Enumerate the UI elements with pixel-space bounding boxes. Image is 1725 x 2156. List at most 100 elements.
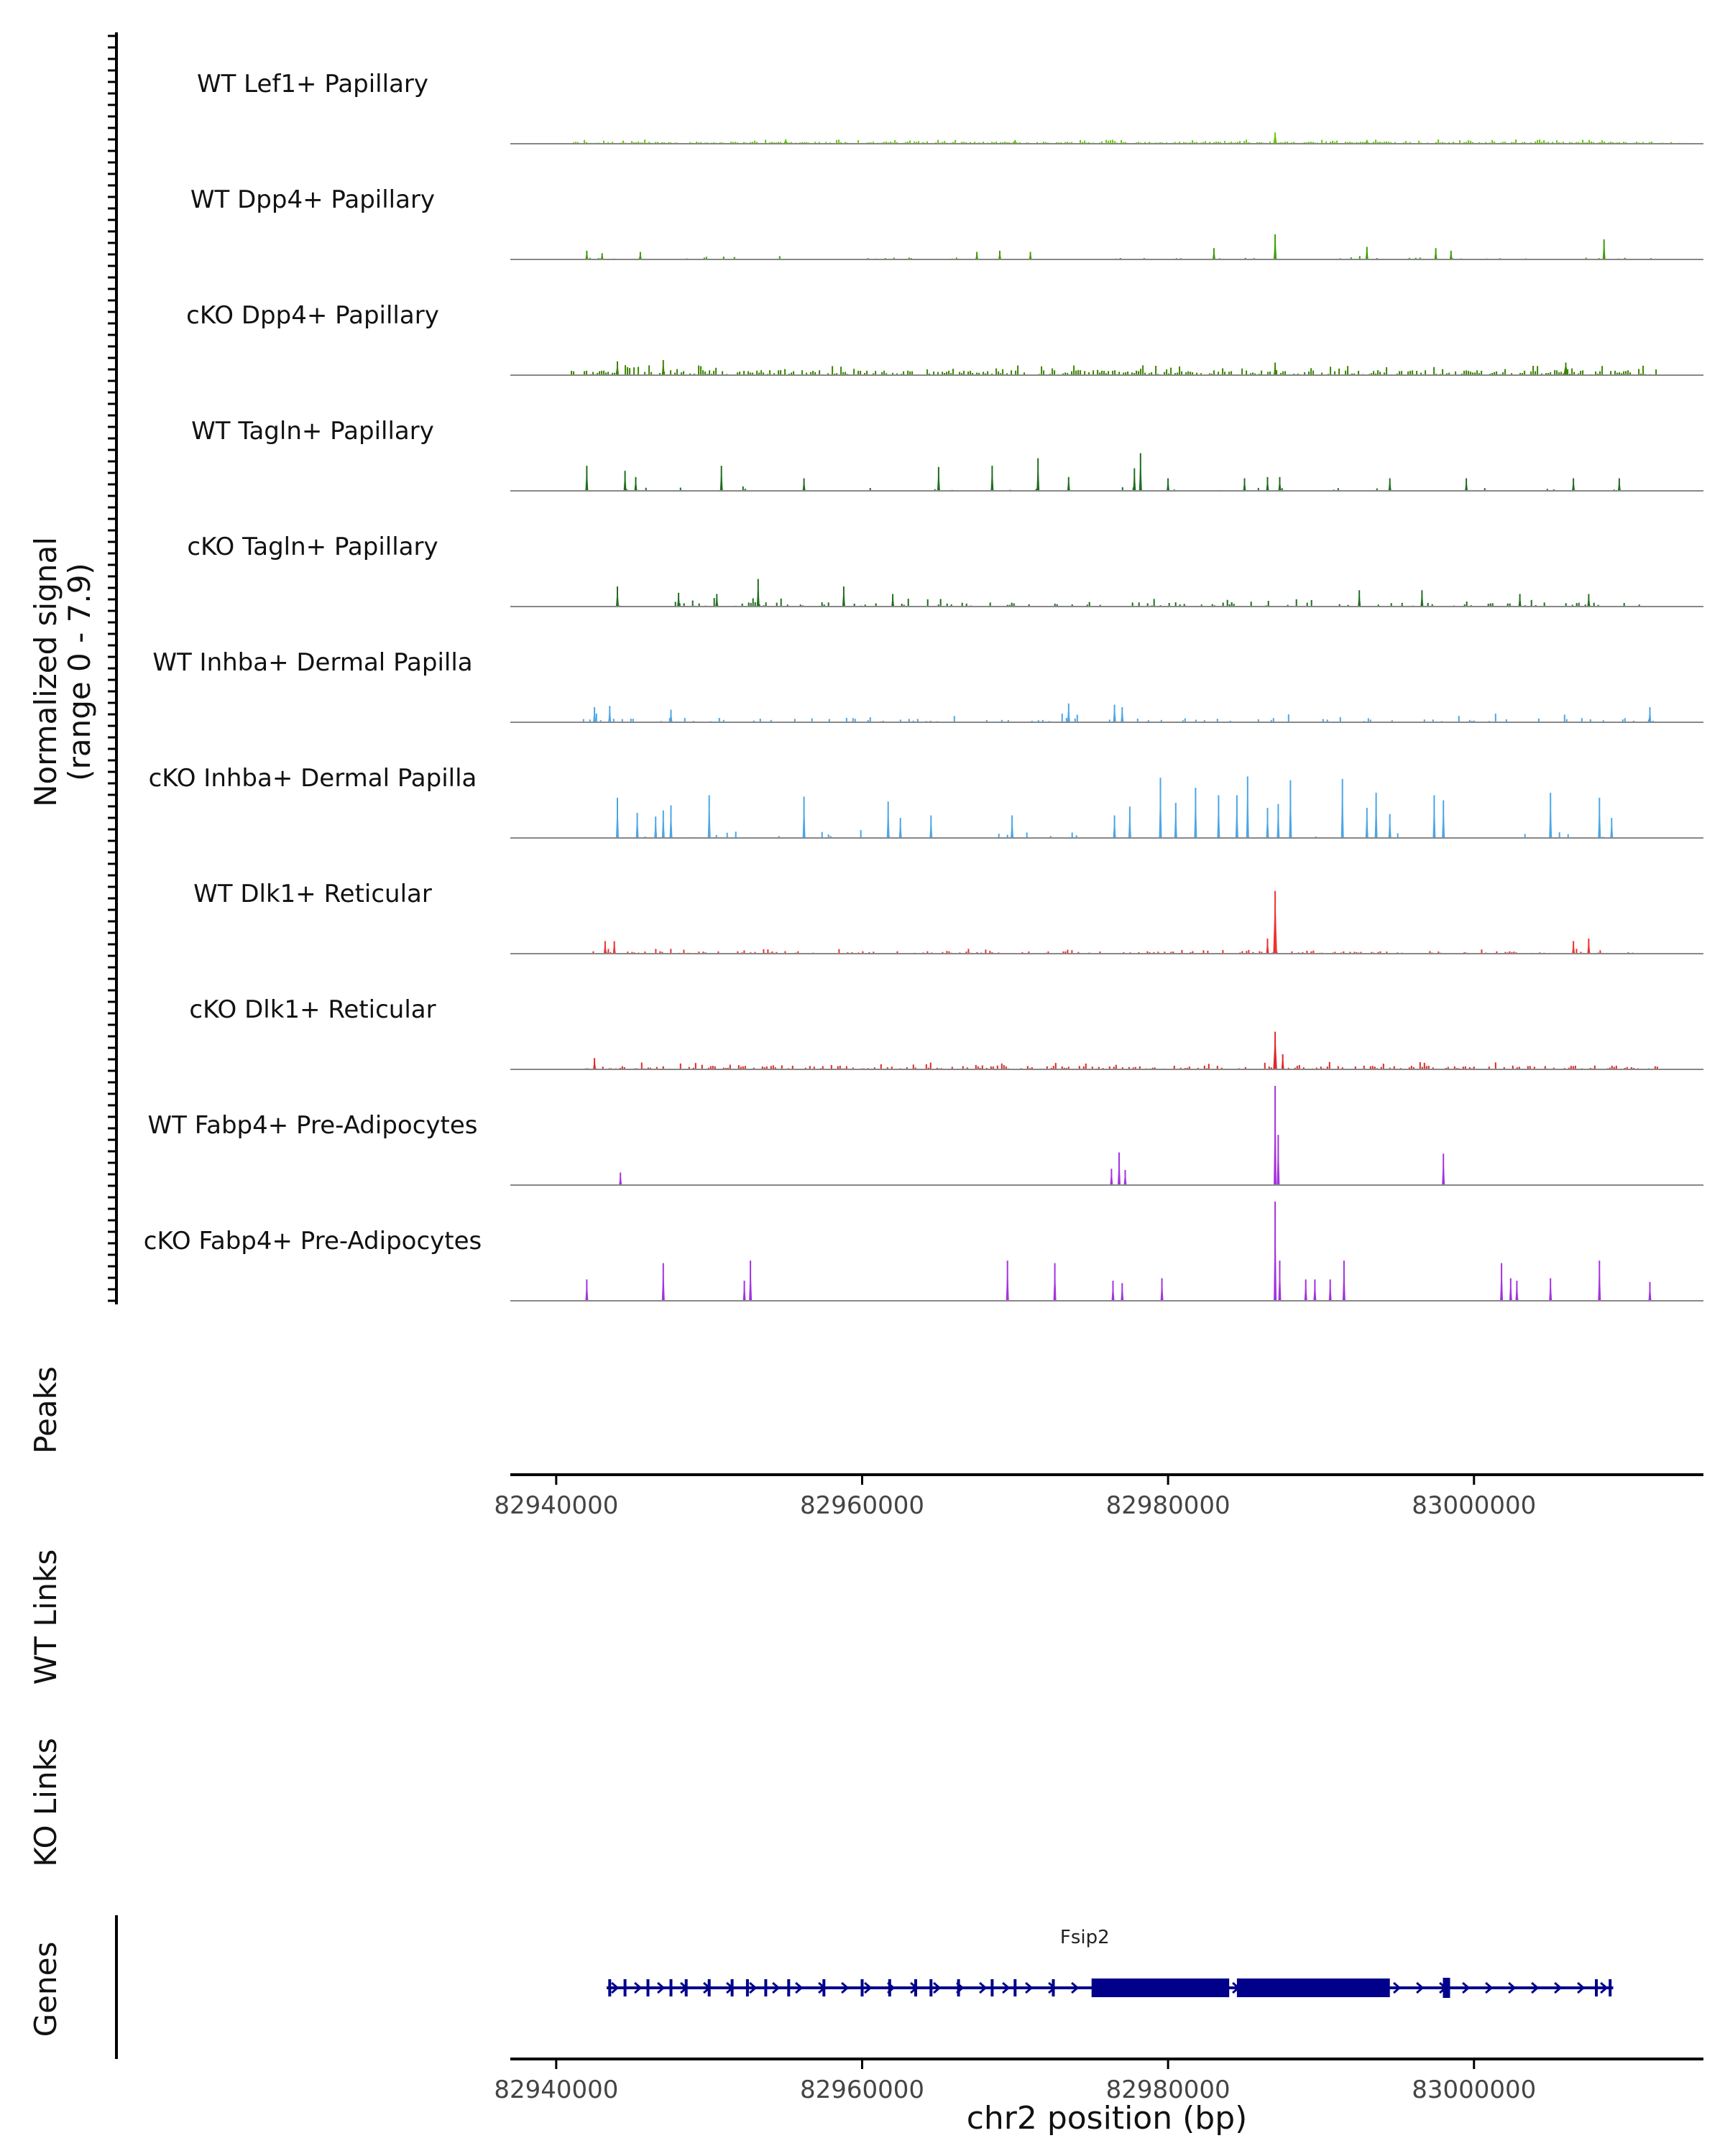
signal-bar (1537, 366, 1539, 375)
signal-bar (740, 1067, 742, 1069)
signal-bar (689, 142, 691, 144)
signal-bar (760, 370, 763, 375)
signal-bar (1112, 139, 1114, 144)
signal-bar (1405, 141, 1407, 144)
signal-bar (769, 370, 771, 375)
signal-bar (1349, 142, 1351, 144)
signal-bar (1377, 142, 1379, 144)
signal-bar (992, 1067, 994, 1069)
signal-bar (868, 952, 870, 954)
signal-bar (650, 372, 653, 375)
signal-bar (1585, 257, 1587, 259)
signal-bar (1088, 372, 1090, 375)
signal-bar (1291, 951, 1293, 954)
signal-bar (1000, 719, 1003, 722)
signal-bar (709, 370, 711, 375)
signal-bar (761, 1066, 763, 1069)
signal-bar (1345, 370, 1347, 375)
signal-bar (1522, 373, 1524, 375)
signal-bar (1052, 1066, 1054, 1069)
signal-bar (908, 257, 910, 259)
signal-bar (1084, 140, 1086, 144)
signal-bar (1433, 367, 1435, 375)
signal-bar (1179, 142, 1181, 144)
signal-bar (1571, 604, 1573, 607)
signal-bar (1125, 142, 1127, 144)
signal-bar (1127, 371, 1129, 375)
signal-bar (750, 142, 752, 144)
signal-bar (786, 604, 788, 607)
gene-exon (707, 1979, 711, 1996)
signal-bar (1181, 949, 1183, 954)
signal-bar (1002, 369, 1004, 375)
signal-bar (1453, 142, 1455, 144)
signal-bar (1157, 952, 1159, 954)
strand-arrow (1508, 1981, 1517, 1994)
signal-bar (1160, 719, 1162, 722)
signal-bar (1459, 140, 1461, 144)
signal-bar (1146, 603, 1149, 607)
signal-bar (965, 603, 967, 607)
signal-bar (793, 371, 795, 375)
coverage-track: cKO Dpp4+ Papillary (186, 301, 1703, 376)
signal-bar (942, 372, 944, 375)
signal-bar (712, 1066, 714, 1069)
signal-bar (1233, 604, 1235, 607)
signal-bar (896, 951, 898, 954)
signal-bar (991, 373, 993, 375)
signal-bar (1512, 1065, 1514, 1069)
signal-bar (1382, 1064, 1384, 1069)
signal-bar (974, 142, 976, 144)
signal-bar (1105, 139, 1108, 144)
signal-bar (733, 257, 735, 259)
signal-bar (927, 1067, 929, 1069)
signal-bar (750, 603, 752, 607)
signal-bar (1205, 141, 1207, 144)
signal-bar (1077, 952, 1080, 954)
signal-bar (1478, 142, 1481, 144)
signal-bar (929, 373, 931, 375)
signal-bar (1574, 1065, 1576, 1069)
signal-bar (1466, 370, 1468, 375)
signal-bar (1200, 604, 1202, 607)
signal-bar (1138, 602, 1140, 607)
signal-bar (1399, 371, 1401, 375)
signal-bar (759, 719, 761, 722)
signal-bar (1050, 1067, 1052, 1069)
signal-bar (1082, 1066, 1085, 1069)
signal-bar (1113, 1067, 1115, 1069)
signal-bar (1287, 1067, 1289, 1069)
track-label: WT Inhba+ Dermal Papilla (152, 648, 472, 677)
signal-bar (1280, 372, 1282, 375)
gene-exon (990, 1979, 994, 1996)
signal-bar (1131, 602, 1133, 607)
signal-bar (1118, 372, 1121, 375)
signal-bar (1427, 1066, 1430, 1069)
y-axis-title-line2: (range 0 - 7.9) (62, 563, 97, 781)
signal-bar (965, 952, 967, 954)
signal-bar (1224, 141, 1226, 144)
signal-bar (601, 370, 603, 375)
signal-bar (1425, 370, 1427, 375)
signal-bar (1196, 372, 1198, 375)
strand-arrow (749, 1981, 758, 1994)
signal-bar (1363, 1065, 1365, 1069)
signal-bar (1580, 371, 1582, 375)
signal-bar (1063, 1067, 1065, 1069)
signal-bar (1544, 1066, 1546, 1069)
signal-bar (1384, 372, 1386, 375)
signal-bar (961, 602, 963, 607)
signal-bar (1588, 139, 1591, 144)
signal-bar (1108, 140, 1110, 144)
gene-model: Fsip2 (607, 1927, 1614, 1998)
signal-bar (1556, 140, 1558, 144)
signal-bar (1629, 372, 1632, 375)
gene-annotation-track: Fsip2 (607, 1927, 1614, 1998)
signal-bar (586, 370, 588, 375)
signal-bar (1164, 952, 1166, 954)
signal-bar (657, 142, 659, 144)
coverage-tracks: WT Lef1+ Papillary WT Dpp4+ Papillary cKO … (144, 70, 1703, 1302)
signal-bar (1306, 950, 1308, 954)
signal-bar (1466, 602, 1468, 607)
signal-bar (1230, 142, 1233, 144)
